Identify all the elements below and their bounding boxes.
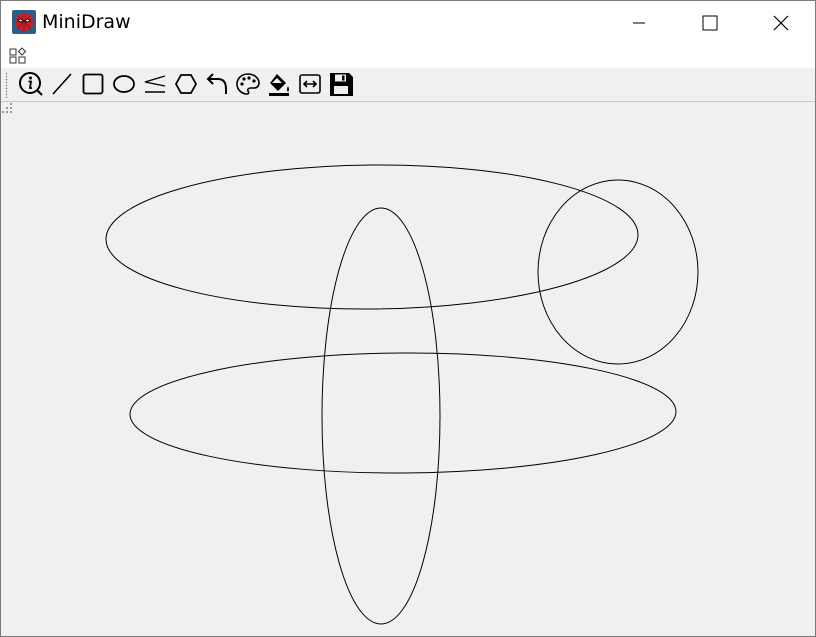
save-icon: [330, 73, 353, 96]
polyline-tool-button[interactable]: [141, 70, 169, 98]
polygon-icon: [174, 74, 198, 94]
paint-bucket-icon: [269, 74, 289, 96]
drawing-canvas[interactable]: [1, 102, 815, 636]
polyline-icon: [144, 75, 166, 93]
drawn-ellipse-top-wide[interactable]: [105, 163, 639, 312]
ellipse-icon: [113, 75, 135, 93]
close-icon: [773, 15, 789, 31]
drawn-ellipse-circle[interactable]: [537, 179, 699, 365]
canvas-shapes: [105, 163, 699, 625]
undo-icon: [206, 73, 227, 94]
shapes-menu-icon[interactable]: [9, 47, 27, 65]
window-title: MiniDraw: [42, 11, 131, 33]
rectangle-tool-button[interactable]: [79, 70, 107, 98]
info-button[interactable]: [17, 70, 45, 98]
info-icon: [19, 72, 43, 96]
undo-button[interactable]: [203, 70, 231, 98]
palette-icon: [236, 73, 260, 95]
color-button[interactable]: [234, 70, 262, 98]
toolbar: [1, 68, 815, 102]
title-bar[interactable]: MiniDraw: [1, 1, 815, 45]
line-width-button[interactable]: [296, 70, 324, 98]
resize-grip-icon[interactable]: [1, 102, 13, 114]
minimize-icon: [633, 22, 645, 24]
save-button[interactable]: [327, 70, 355, 98]
close-button[interactable]: [758, 1, 804, 45]
line-tool-button[interactable]: [48, 70, 76, 98]
maximize-icon: [702, 15, 718, 31]
toolbar-grip[interactable]: [5, 72, 8, 98]
minimize-button[interactable]: [616, 1, 662, 45]
polygon-tool-button[interactable]: [172, 70, 200, 98]
menu-bar: [1, 45, 815, 67]
line-width-icon: [299, 74, 321, 94]
ellipse-tool-button[interactable]: [110, 70, 138, 98]
drawn-ellipse-vertical[interactable]: [321, 207, 441, 625]
rectangle-icon: [82, 73, 104, 95]
line-icon: [52, 73, 72, 95]
fill-button[interactable]: [265, 70, 293, 98]
drawn-ellipse-bottom-wide[interactable]: [129, 352, 677, 475]
maximize-button[interactable]: [687, 1, 733, 45]
spider-mask-icon: [12, 10, 36, 34]
